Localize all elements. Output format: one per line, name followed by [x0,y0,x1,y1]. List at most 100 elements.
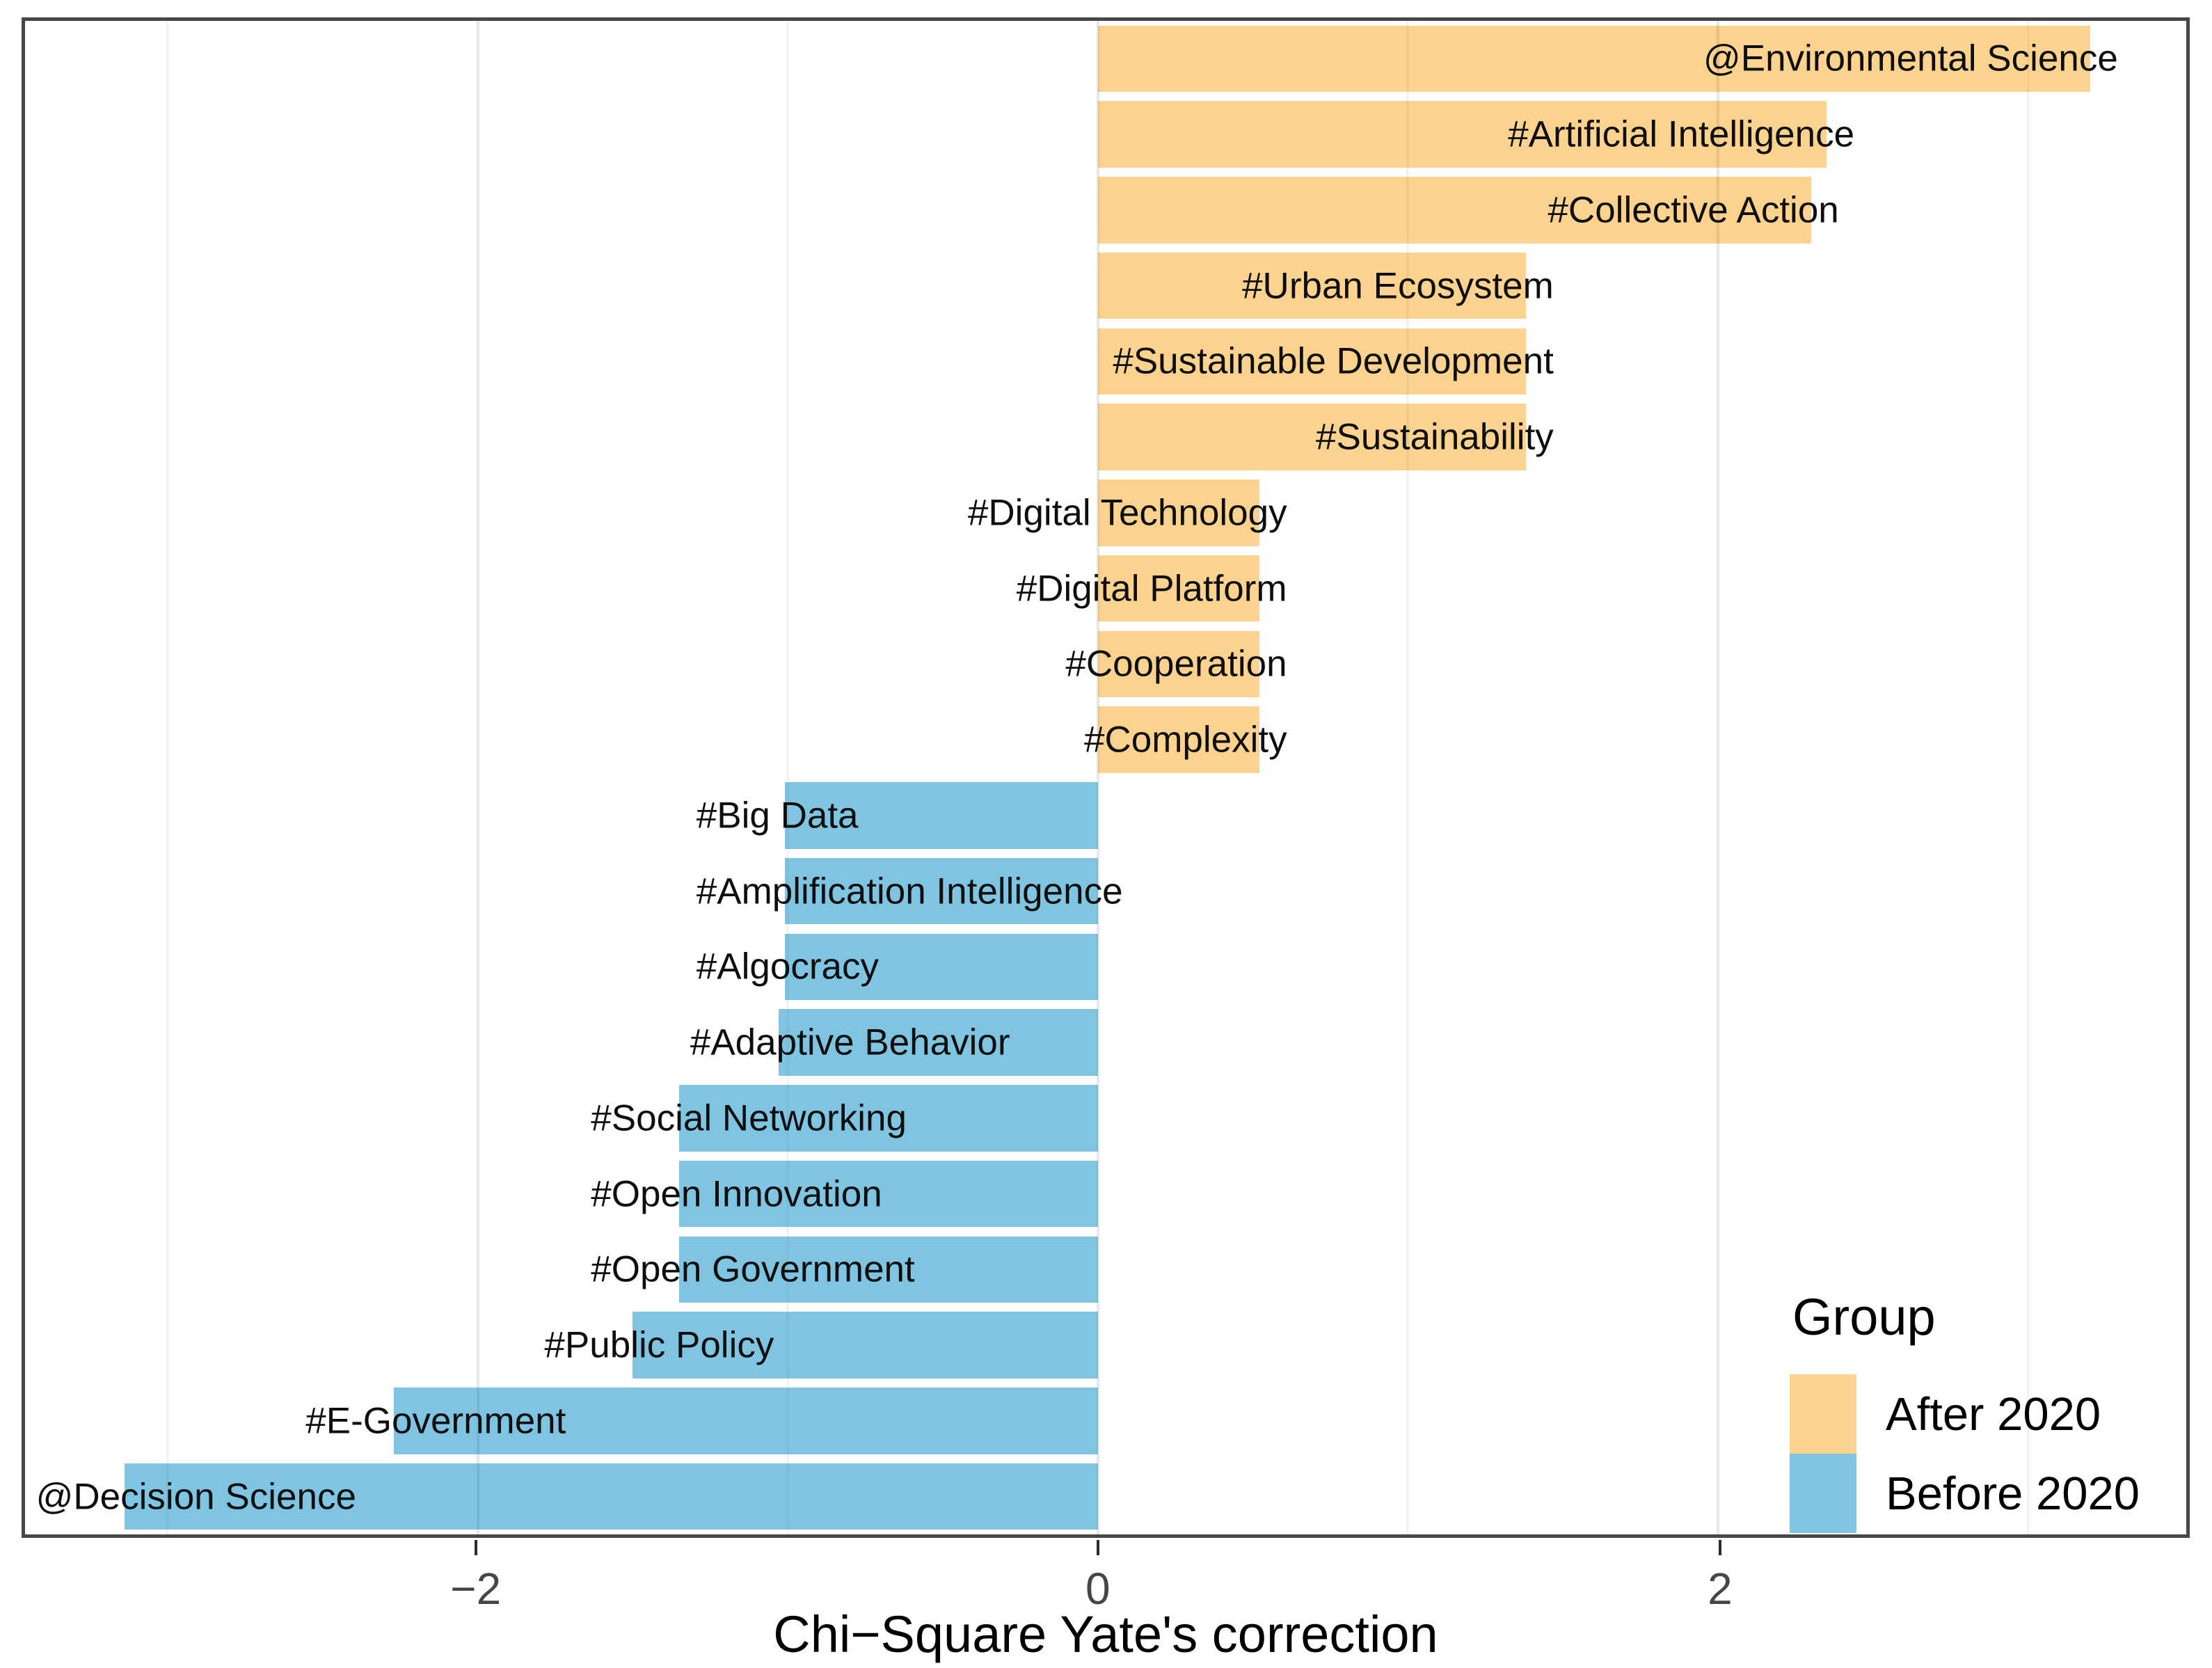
bar-label-row: #Adaptive Behavior [25,1005,2186,1081]
legend-swatch [1790,1374,1856,1454]
bar [394,1388,1098,1454]
bar [1097,101,1827,168]
bar [1097,404,1526,470]
bar [1097,252,1526,319]
bar-row [25,475,2186,551]
bar [1097,479,1259,546]
bar-label: #Cooperation [1065,643,1287,685]
legend-item: After 2020 [1790,1374,2140,1454]
bar [1097,555,1259,622]
bar-label-row: #Open Innovation [25,1156,2186,1232]
bar [778,1009,1098,1076]
x-tick-label: −2 [450,1564,502,1614]
bar-label: #Sustainability [1316,416,1554,458]
x-axis-title: Chi−Square Yate's correction [773,1605,1438,1663]
bar-labels-layer: @Environmental Science #Artificial Intell… [25,21,2186,1534]
bar-label: #Open Government [591,1248,915,1290]
bar [679,1160,1098,1228]
bar-label-row: #Sustainable Development [25,324,2186,399]
bar-label: #Sustainable Development [1113,340,1554,382]
bar [1097,177,1811,244]
bar-label: #Social Networking [591,1097,907,1139]
bar-label-row: #Amplification Intelligence [25,853,2186,929]
bar-row [25,324,2186,399]
legend-item: Before 2020 [1790,1454,2140,1533]
bar [1097,328,1526,395]
bar-label-row: #Social Networking [25,1081,2186,1157]
bar-label: #Algocracy [696,946,879,987]
bar-row [25,399,2186,475]
legend-items: After 2020 Before 2020 [1790,1374,2140,1533]
bar-row [25,1081,2186,1157]
bar-label: #Digital Technology [967,492,1287,534]
legend-title: Group [1792,1288,1936,1346]
bar-label-row: #Collective Action [25,173,2186,248]
legend-swatch [1790,1454,1856,1533]
bars-layer [25,21,2186,1534]
bar [1097,706,1259,773]
legend-item-label: Before 2020 [1886,1467,2140,1520]
bar-label: #Digital Platform [1016,568,1287,610]
legend-item-label: After 2020 [1886,1388,2101,1440]
bar-row [25,1232,2186,1308]
x-tick [1718,1540,1721,1555]
bar-label-row: #Digital Platform [25,550,2186,626]
bar-row [25,778,2186,854]
plot-panel: @Environmental Science #Artificial Intell… [22,17,2190,1538]
bar-row [25,626,2186,702]
x-tick [474,1540,477,1555]
bar-row [25,97,2186,173]
bar [124,1463,1098,1530]
bar-row [25,21,2186,97]
bar-label: #Complexity [1083,719,1287,761]
bar-row [25,1156,2186,1232]
bar-label-row: #Algocracy [25,929,2186,1005]
x-tick-label: 0 [1085,1564,1111,1614]
bar-row [25,248,2186,324]
bar [1097,630,1259,698]
bar-row [25,853,2186,929]
bar-label: #E-Government [305,1400,566,1442]
bar-label: #Adaptive Behavior [690,1022,1010,1063]
bar [784,857,1098,925]
bar-row [25,1005,2186,1081]
bar [679,1236,1098,1303]
bar [784,782,1098,849]
bar-label-row: #Artificial Intelligence [25,97,2186,173]
bar-label-row: #Urban Ecosystem [25,248,2186,324]
bar-row [25,173,2186,248]
bar-label: #Amplification Intelligence [696,871,1123,912]
bar-label-row: #Open Government [25,1232,2186,1308]
bar-label: #Artificial Intelligence [1508,113,1855,155]
bar-row [25,929,2186,1005]
bar-label: #Collective Action [1547,189,1839,231]
bar-label: @Decision Science [35,1476,356,1518]
bar [632,1312,1098,1379]
bar-label-row: #Digital Technology [25,475,2186,551]
bar [679,1085,1098,1152]
bar-label-row: #Public Policy [25,1308,2186,1383]
x-tick [1096,1540,1099,1555]
bar-label: #Urban Ecosystem [1242,265,1554,307]
bar [1097,25,2090,93]
bar-label-row: #Complexity [25,702,2186,778]
bar-label-row: #Sustainability [25,399,2186,475]
bar-label: #Big Data [696,795,859,836]
bar-row [25,1383,2186,1459]
bar-row [25,1459,2186,1534]
bar-row [25,550,2186,626]
bar-label-row: #Cooperation [25,626,2186,702]
bar-label-row: #Big Data [25,778,2186,854]
bar-label-row: @Environmental Science [25,21,2186,97]
bar-label-row: #E-Government [25,1383,2186,1459]
bar-label-row: @Decision Science [25,1459,2186,1534]
bar [784,933,1098,1001]
legend: Group After 2020 Before 2020 [1790,1287,2140,1533]
bar-row [25,1308,2186,1383]
bar-label: #Open Innovation [591,1173,882,1215]
bar-label: @Environmental Science [1703,38,2118,79]
x-tick-label: 2 [1708,1564,1733,1614]
bar-label: #Public Policy [544,1324,774,1366]
bar-row [25,702,2186,778]
